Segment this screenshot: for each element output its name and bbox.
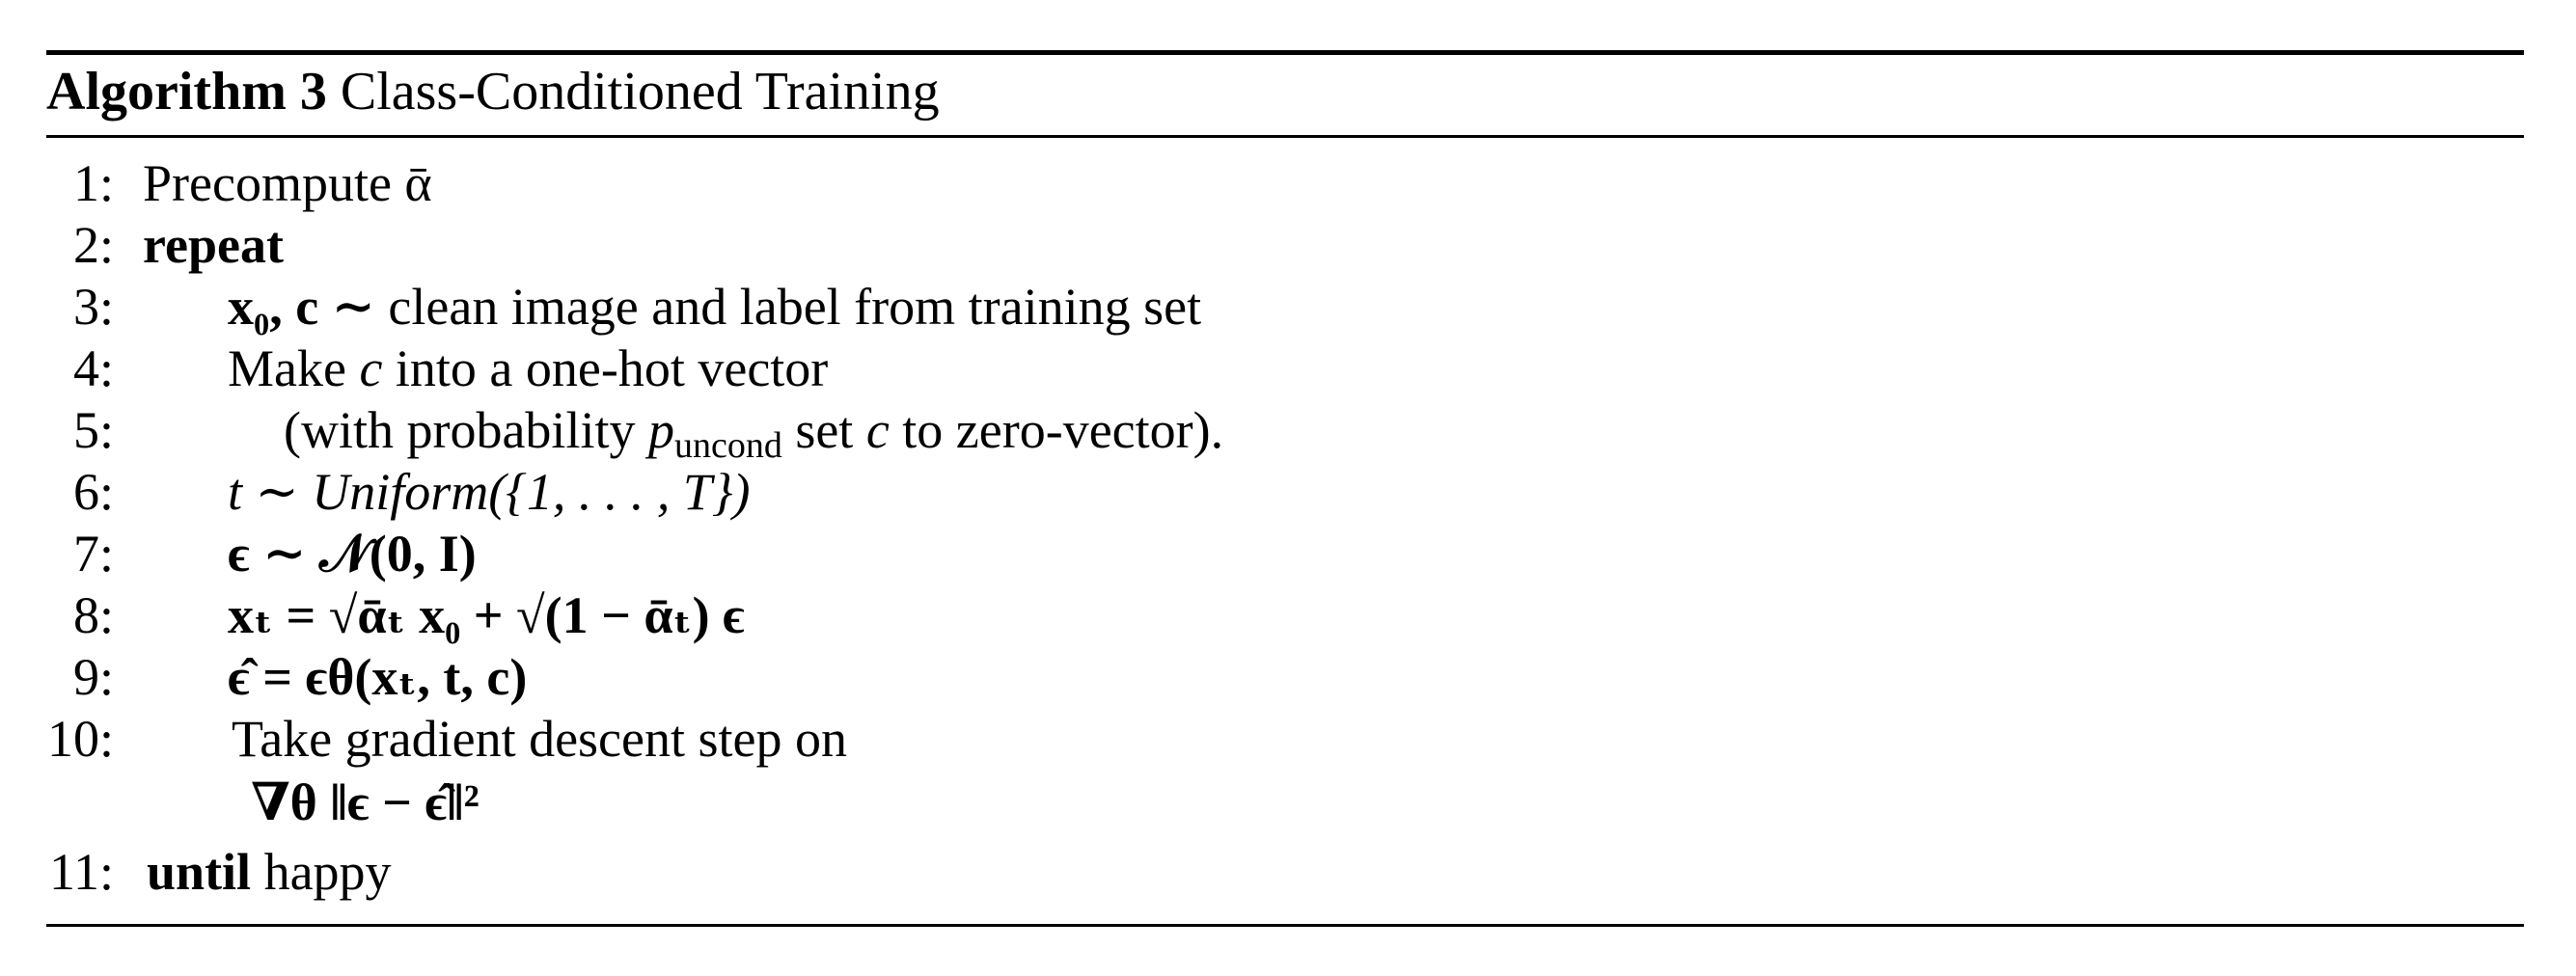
line-number: 11:: [49, 843, 114, 901]
algorithm-name: Class-Conditioned Training: [340, 62, 940, 122]
line-number: 8:: [72, 586, 114, 644]
text-fragment: (with probability: [284, 401, 636, 459]
line-text: Take gradient descent step on: [232, 710, 847, 768]
math-expression: ϵ ∼ 𝒩(0, I): [228, 525, 477, 583]
line-text: (with probability puncond set c to zero-…: [284, 399, 1224, 464]
keyword-repeat: repeat: [143, 216, 284, 274]
line-number: 6:: [72, 463, 114, 521]
math-expression: t ∼ Uniform({1, . . . , T}): [228, 463, 751, 521]
math-variable: c: [865, 401, 890, 459]
math-variable: p: [647, 401, 674, 459]
line-text: until happy: [147, 841, 392, 903]
math-variable: c: [359, 339, 383, 397]
math-subscript: uncond: [673, 425, 782, 466]
text-fragment: into a one-hot vector: [395, 339, 829, 397]
math-expression: xₜ = √ᾱₜ x₀ + √(1 − ᾱₜ) ϵ: [228, 586, 745, 644]
math-expression: x₀, c ∼: [228, 278, 375, 336]
line-number: 10:: [46, 710, 114, 768]
line-number: 4:: [72, 339, 114, 397]
line-number: 9:: [72, 648, 114, 706]
line-number: 3:: [72, 278, 114, 336]
text-fragment: happy: [263, 843, 392, 901]
text-fragment: Make: [228, 339, 346, 397]
text-fragment: set: [795, 401, 854, 459]
line-number: 7:: [72, 525, 114, 583]
text-fragment: to zero-vector).: [902, 401, 1224, 459]
keyword-until: until: [147, 843, 252, 901]
text-fragment: clean image and label from training set: [388, 278, 1202, 336]
title-rule: [46, 135, 2524, 138]
algorithm-title: Algorithm 3 Class-Conditioned Training: [46, 58, 940, 125]
line-number: 1:: [72, 154, 114, 212]
math-expression: ϵ̂ = ϵθ(xₜ, t, c): [228, 648, 528, 706]
bottom-rule: [46, 924, 2524, 927]
algorithm-label: Algorithm 3: [46, 62, 327, 122]
line-text: Make c into a one-hot vector: [228, 338, 828, 399]
line-text: x₀, c ∼ clean image and label from train…: [228, 276, 1201, 338]
line-number: 5:: [72, 401, 114, 459]
line-number: 2:: [72, 216, 114, 274]
line-text: Precompute ᾱ: [143, 154, 432, 212]
math-expression: ∇θ ‖ϵ − ϵ̂‖²: [251, 773, 480, 831]
top-rule: [46, 50, 2524, 55]
